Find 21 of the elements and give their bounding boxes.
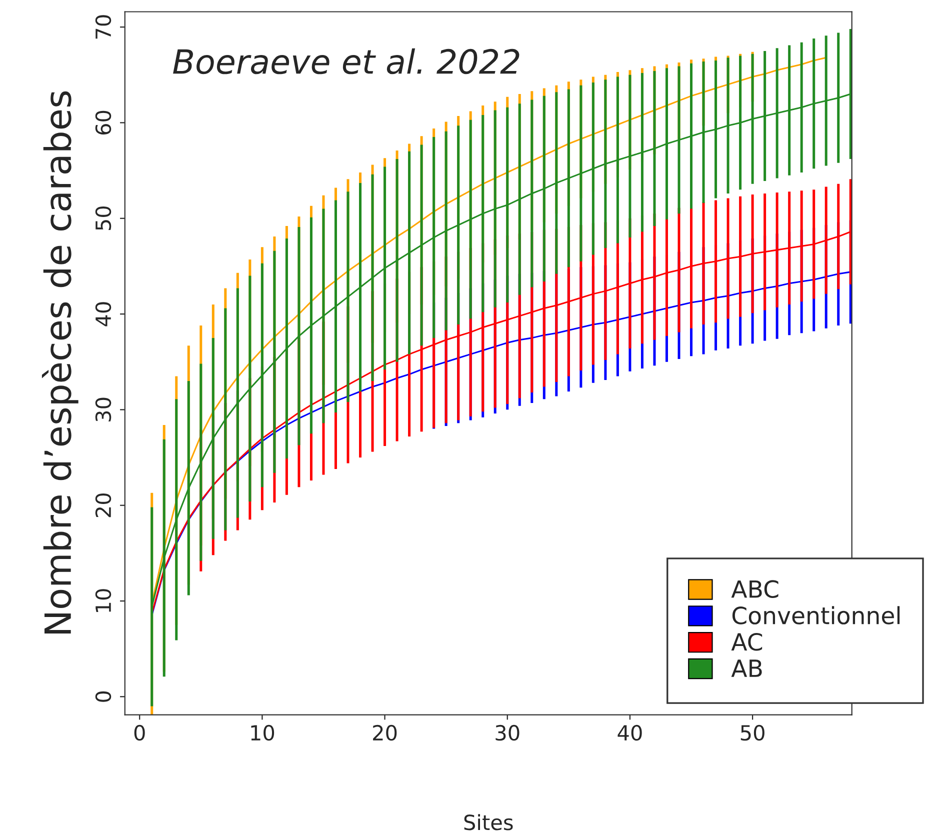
y-tick-label: 40 [95,302,112,326]
x-tick-label: 40 [618,724,642,741]
y-tick-label: 10 [95,589,112,612]
y-tick-label: 50 [95,206,112,230]
x-axis-title: Sites [464,814,513,830]
legend-label: AB [731,660,762,677]
x-tick-label: 20 [373,724,397,741]
legend-label: ABC [731,580,778,598]
y-tick-label: 30 [95,398,112,422]
x-tick-label: 0 [134,724,145,741]
legend-label: Conventionnel [732,606,900,624]
y-axis-title: Nombre d’espèces de carabes [42,91,78,634]
y-tick-label: 70 [95,15,112,39]
annotation: Boeraeve et al. 2022 [173,48,520,74]
y-tick-label: 60 [95,110,112,135]
y-tick-label: 20 [95,493,112,518]
x-tick-label: 10 [251,724,274,741]
y-tick-label: 0 [95,691,112,702]
legend-label: AC [731,632,762,651]
x-tick-label: 30 [496,724,520,741]
x-tick-label: 50 [740,724,764,741]
